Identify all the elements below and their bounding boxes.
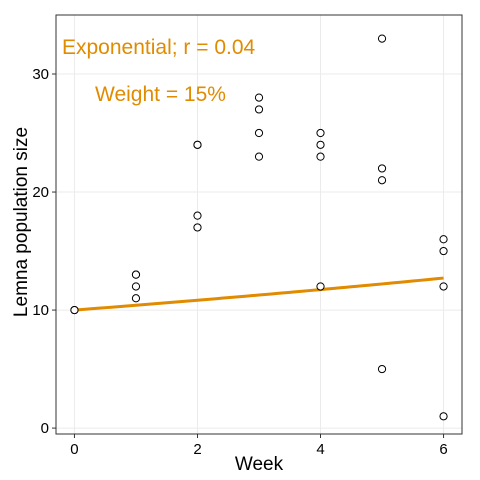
- x-tick-label: 0: [70, 441, 78, 458]
- y-axis-title: Lemna population size: [11, 127, 32, 317]
- data-point: [377, 164, 387, 173]
- data-point: [316, 282, 325, 291]
- data-point: [131, 294, 141, 303]
- data-point: [439, 282, 448, 291]
- y-tick-label: 20: [32, 184, 49, 201]
- data-point: [377, 34, 387, 43]
- data-point: [316, 140, 325, 149]
- y-tick-label: 10: [32, 302, 49, 319]
- tick-labels: 0 2 4 6 0 10 20 30: [32, 66, 447, 458]
- data-point: [439, 246, 448, 256]
- data-point: [254, 105, 264, 114]
- grid-lines: [56, 15, 462, 434]
- y-tick-label: 30: [32, 66, 49, 83]
- data-point: [193, 211, 202, 220]
- data-point: [439, 412, 448, 421]
- data-point: [131, 270, 141, 279]
- data-point: [377, 176, 387, 185]
- data-point: [70, 305, 79, 315]
- data-point: [439, 235, 448, 244]
- data-point: [193, 223, 202, 232]
- exponential-fit-curve: [74, 276, 444, 312]
- data-point: [254, 128, 264, 138]
- x-axis-title: Week: [235, 454, 284, 475]
- axis-ticks: [52, 73, 445, 438]
- x-tick-label: 2: [193, 441, 201, 458]
- data-point: [316, 128, 325, 138]
- data-point: [254, 93, 264, 102]
- y-tick-label: 0: [41, 420, 49, 437]
- data-point: [131, 282, 141, 291]
- data-point: [316, 152, 325, 161]
- weight-annotation: Weight = 15%: [95, 83, 226, 106]
- data-points: [70, 34, 448, 421]
- data-point: [254, 152, 264, 161]
- plot-panel-border: [55, 14, 463, 435]
- x-tick-label: 4: [316, 441, 324, 458]
- x-tick-label: 6: [439, 441, 447, 458]
- data-point: [193, 140, 202, 149]
- data-point: [377, 364, 387, 374]
- model-annotation: Exponential; r = 0.04: [62, 36, 256, 59]
